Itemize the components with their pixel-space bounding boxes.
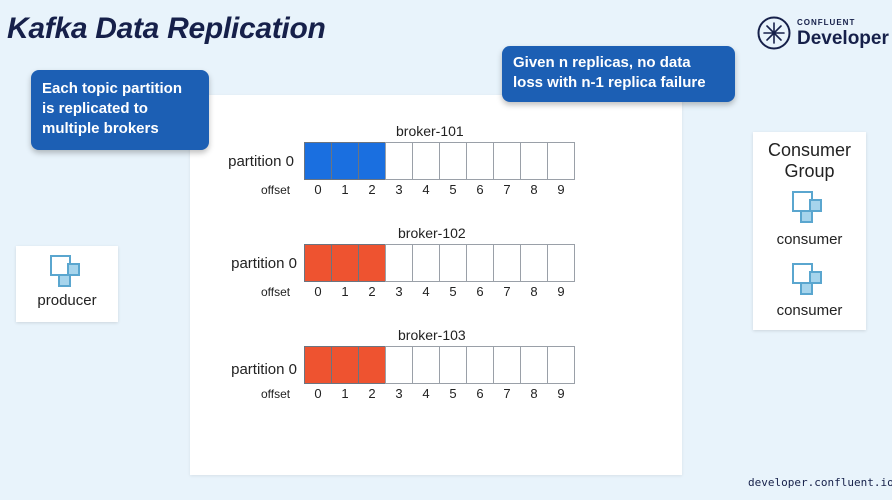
- callout-line: multiple brokers: [42, 120, 159, 137]
- offset-number: 8: [530, 182, 538, 197]
- partition-label: partition 0: [231, 255, 297, 272]
- partition-log: [304, 142, 575, 180]
- confluent-developer-logo[interactable]: CONFLUENT Developer: [757, 16, 889, 50]
- offset-label: offset: [261, 387, 291, 401]
- offset-number: 3: [395, 284, 403, 299]
- node-icon: [50, 255, 80, 287]
- offset-number: 8: [530, 386, 538, 401]
- log-cell-filled: [358, 244, 386, 282]
- log-cell-filled: [304, 346, 332, 384]
- log-cell-filled: [304, 244, 332, 282]
- offset-number: 7: [503, 182, 511, 197]
- log-cell-empty: [547, 244, 575, 282]
- log-cell-empty: [493, 244, 521, 282]
- offset-label: offset: [261, 183, 291, 197]
- offset-number: 4: [422, 386, 430, 401]
- log-cell-empty: [547, 142, 575, 180]
- offset-number: 9: [557, 284, 565, 299]
- node-icon: [792, 191, 822, 223]
- log-cell-empty: [547, 346, 575, 384]
- log-cell-empty: [493, 142, 521, 180]
- offset-number: 3: [395, 386, 403, 401]
- offset-numbers: 0 1 2 3 4 5 6 7 8 9: [304, 386, 575, 401]
- offset-number: 1: [341, 386, 349, 401]
- offset-numbers: 0 1 2 3 4 5 6 7 8 9: [304, 284, 575, 299]
- log-cell-empty: [466, 244, 494, 282]
- producer-label: producer: [37, 292, 97, 309]
- offset-number: 1: [341, 284, 349, 299]
- offset-number: 6: [476, 182, 484, 197]
- consumer-label[interactable]: consumer: [776, 302, 843, 319]
- log-cell-filled: [358, 142, 386, 180]
- offset-number: 6: [476, 386, 484, 401]
- offset-number: 2: [368, 182, 376, 197]
- offset-label: offset: [261, 285, 291, 299]
- offset-number: 4: [422, 182, 430, 197]
- offset-number: 0: [314, 182, 322, 197]
- log-cell-empty: [385, 142, 413, 180]
- log-cell-empty: [520, 346, 548, 384]
- callout-line: is replicated to: [42, 100, 148, 117]
- offset-number: 5: [449, 182, 457, 197]
- group-title-line: Group: [784, 161, 835, 181]
- page-title: Kafka Data Replication: [7, 12, 326, 45]
- offset-number: 7: [503, 284, 511, 299]
- log-cell-empty: [466, 346, 494, 384]
- consumer-label[interactable]: consumer: [776, 231, 843, 248]
- log-cell-empty: [385, 346, 413, 384]
- callout-line: Each topic partition: [42, 80, 183, 97]
- consumer-group-title: Consumer Group: [753, 140, 866, 182]
- offset-number: 1: [341, 182, 349, 197]
- offset-number: 0: [314, 284, 322, 299]
- broker-name: broker-102: [398, 225, 466, 241]
- log-cell-empty: [439, 244, 467, 282]
- offset-number: 7: [503, 386, 511, 401]
- offset-number: 2: [368, 386, 376, 401]
- log-cell-empty: [439, 346, 467, 384]
- log-cell-empty: [520, 244, 548, 282]
- partition-log: [304, 346, 575, 384]
- log-cell-empty: [466, 142, 494, 180]
- log-cell-filled: [331, 346, 359, 384]
- log-cell-empty: [412, 346, 440, 384]
- offset-number: 3: [395, 182, 403, 197]
- log-cell-empty: [493, 346, 521, 384]
- log-cell-filled: [331, 244, 359, 282]
- producer-card[interactable]: producer: [16, 246, 118, 322]
- offset-number: 5: [449, 386, 457, 401]
- partition-label: partition 0: [228, 153, 294, 170]
- offset-number: 8: [530, 284, 538, 299]
- logo-brand-big: Developer: [797, 27, 889, 49]
- offset-number: 2: [368, 284, 376, 299]
- offset-number: 4: [422, 284, 430, 299]
- log-cell-filled: [358, 346, 386, 384]
- consumer-group-card: Consumer Group consumer consumer: [753, 132, 866, 330]
- log-cell-filled: [331, 142, 359, 180]
- log-cell-empty: [385, 244, 413, 282]
- broker-name: broker-103: [398, 327, 466, 343]
- callout-line: Given n replicas, no data: [513, 54, 691, 71]
- log-cell-empty: [412, 244, 440, 282]
- offset-number: 5: [449, 284, 457, 299]
- log-cell-empty: [520, 142, 548, 180]
- partition-label: partition 0: [231, 361, 297, 378]
- log-cell-empty: [412, 142, 440, 180]
- footer-url[interactable]: developer.confluent.io: [748, 476, 892, 489]
- offset-number: 9: [557, 386, 565, 401]
- callout-replication-note: Each topic partition is replicated to mu…: [31, 70, 209, 150]
- log-cell-filled: [304, 142, 332, 180]
- node-icon: [792, 263, 822, 295]
- log-cell-empty: [439, 142, 467, 180]
- offset-number: 6: [476, 284, 484, 299]
- group-title-line: Consumer: [767, 140, 852, 160]
- callout-line: loss with n-1 replica failure: [513, 74, 706, 91]
- partition-log: [304, 244, 575, 282]
- logo-brand-small: CONFLUENT: [797, 17, 856, 27]
- confluent-logo-icon: [757, 16, 791, 50]
- offset-number: 0: [314, 386, 322, 401]
- callout-failure-note: Given n replicas, no data loss with n-1 …: [502, 46, 735, 102]
- offset-number: 9: [557, 182, 565, 197]
- offset-numbers: 0 1 2 3 4 5 6 7 8 9: [304, 182, 575, 197]
- broker-name: broker-101: [396, 123, 464, 139]
